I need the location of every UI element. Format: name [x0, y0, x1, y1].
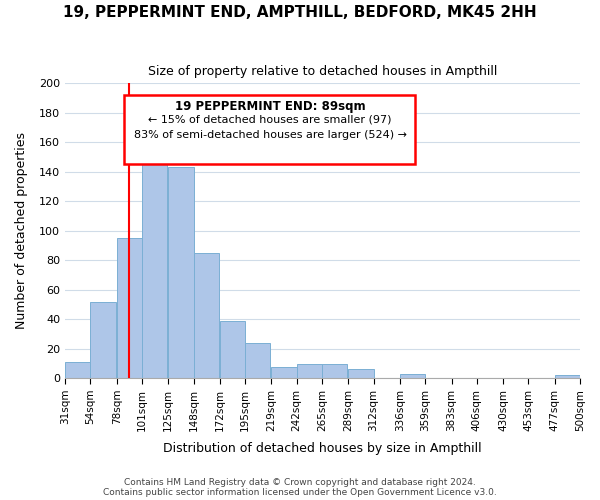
- Text: Contains HM Land Registry data © Crown copyright and database right 2024.
Contai: Contains HM Land Registry data © Crown c…: [103, 478, 497, 497]
- Title: Size of property relative to detached houses in Ampthill: Size of property relative to detached ho…: [148, 65, 497, 78]
- X-axis label: Distribution of detached houses by size in Ampthill: Distribution of detached houses by size …: [163, 442, 482, 455]
- Bar: [220, 321, 245, 378]
- Bar: [168, 168, 194, 378]
- Bar: [91, 302, 116, 378]
- Bar: [322, 364, 347, 378]
- Text: 19, PEPPERMINT END, AMPTHILL, BEDFORD, MK45 2HH: 19, PEPPERMINT END, AMPTHILL, BEDFORD, M…: [63, 5, 537, 20]
- Text: 83% of semi-detached houses are larger (524) →: 83% of semi-detached houses are larger (…: [134, 130, 407, 140]
- Bar: [142, 148, 167, 378]
- Bar: [65, 362, 91, 378]
- Bar: [349, 370, 374, 378]
- Bar: [245, 343, 271, 378]
- Bar: [116, 238, 142, 378]
- Bar: [271, 366, 297, 378]
- Text: 19 PEPPERMINT END: 89sqm: 19 PEPPERMINT END: 89sqm: [175, 100, 365, 112]
- Bar: [555, 376, 580, 378]
- Y-axis label: Number of detached properties: Number of detached properties: [15, 132, 28, 330]
- Bar: [400, 374, 425, 378]
- Bar: [194, 253, 219, 378]
- FancyBboxPatch shape: [124, 95, 415, 164]
- Bar: [297, 364, 322, 378]
- Text: ← 15% of detached houses are smaller (97): ← 15% of detached houses are smaller (97…: [148, 115, 392, 125]
